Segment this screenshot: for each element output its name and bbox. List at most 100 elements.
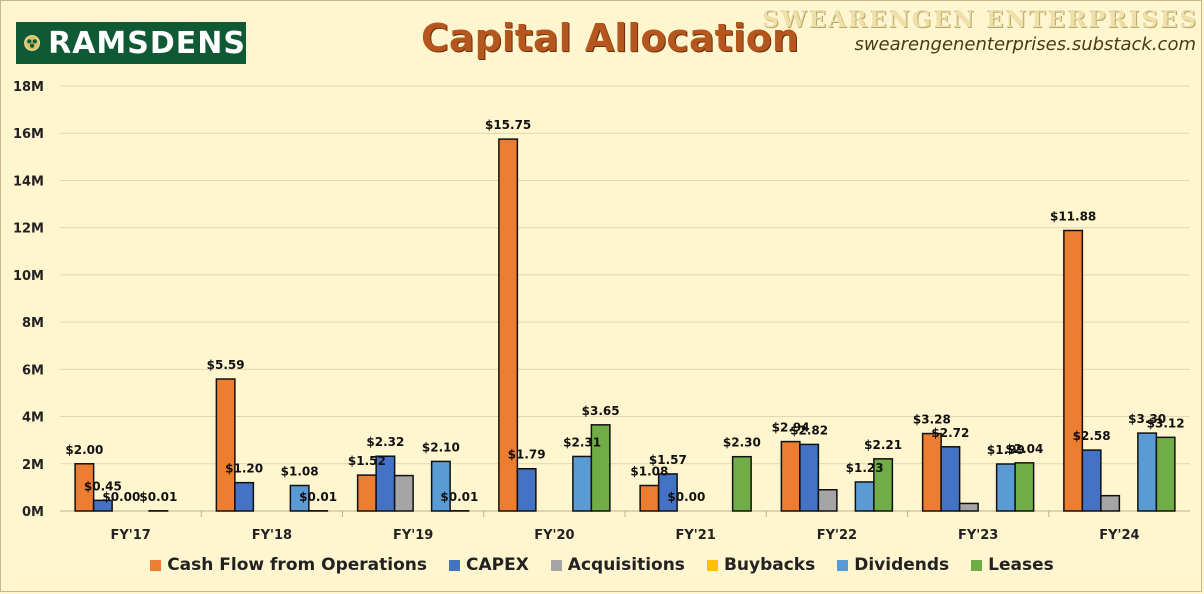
y-tick-label: 0M bbox=[22, 505, 44, 520]
bar bbox=[430, 460, 451, 512]
legend: Cash Flow from Operations CAPEX Acquisitio… bbox=[0, 555, 1204, 575]
bar bbox=[817, 489, 838, 512]
data-label: $1.23 bbox=[846, 461, 884, 475]
y-tick-label: 18M bbox=[13, 80, 44, 95]
data-label: $2.58 bbox=[1073, 429, 1111, 443]
data-label: $2.31 bbox=[563, 435, 601, 449]
brand-name: SWEARENGEN ENTERPRISES bbox=[762, 6, 1198, 33]
legend-swatch bbox=[706, 559, 718, 571]
legend-item: Acquisitions bbox=[550, 555, 685, 575]
legend-item: Buybacks bbox=[706, 555, 816, 575]
data-label: $11.88 bbox=[1050, 210, 1096, 224]
data-label: $1.20 bbox=[225, 462, 263, 476]
y-axis: 0M 2M 4M 6M 8M 10M 12M 14M 16M 18M bbox=[13, 80, 44, 520]
legend-label: Cash Flow from Operations bbox=[167, 555, 427, 575]
bar bbox=[854, 481, 875, 512]
bar bbox=[1137, 432, 1158, 512]
bar bbox=[1081, 449, 1102, 512]
x-category-label: FY'17 bbox=[110, 528, 150, 543]
data-labels: $2.00$0.45$0.00 $0.01$5.59$1.20 $1.08$0.01… bbox=[65, 118, 1184, 504]
x-category-label: FY'19 bbox=[393, 528, 433, 543]
data-label: $2.30 bbox=[723, 436, 761, 450]
y-tick-label: 6M bbox=[22, 363, 44, 378]
legend-label: Leases bbox=[988, 555, 1054, 575]
bar bbox=[731, 455, 752, 512]
data-label: $15.75 bbox=[485, 118, 531, 132]
bar bbox=[639, 484, 660, 512]
legend-item: Cash Flow from Operations bbox=[150, 555, 427, 575]
x-category-label: FY'21 bbox=[675, 528, 715, 543]
x-category-label: FY'20 bbox=[534, 528, 574, 543]
legend-item: Leases bbox=[971, 555, 1054, 575]
bar bbox=[921, 432, 942, 512]
data-label: $1.52 bbox=[348, 454, 386, 468]
data-label: $2.72 bbox=[931, 426, 969, 440]
legend-label: Acquisitions bbox=[567, 555, 685, 575]
legend-swatch bbox=[150, 559, 162, 571]
data-label: $1.79 bbox=[508, 448, 546, 462]
bar bbox=[92, 499, 113, 512]
y-tick-label: 8M bbox=[22, 316, 44, 331]
bars bbox=[74, 138, 1176, 512]
data-label: $2.21 bbox=[864, 438, 902, 452]
legend-label: Dividends bbox=[854, 555, 950, 575]
data-label: $0.45 bbox=[84, 479, 122, 493]
chart-title: Capital Allocation bbox=[421, 16, 799, 60]
data-label: $2.82 bbox=[790, 423, 828, 437]
legend-swatch bbox=[448, 559, 460, 571]
bar bbox=[1063, 229, 1084, 512]
bar bbox=[498, 138, 519, 512]
legend-swatch bbox=[837, 559, 849, 571]
legend-item: CAPEX bbox=[448, 555, 529, 575]
data-label: $3.28 bbox=[913, 413, 951, 427]
data-label: $5.59 bbox=[207, 358, 245, 372]
bar bbox=[234, 481, 255, 512]
data-label: $2.00 bbox=[65, 443, 103, 457]
data-label: $1.08 bbox=[281, 465, 319, 479]
bar bbox=[215, 378, 236, 512]
brand-url: swearengenenterprises.substack.com bbox=[854, 34, 1196, 55]
data-label: $1.08 bbox=[630, 465, 668, 479]
data-label: $2.10 bbox=[422, 440, 460, 454]
y-tick-label: 10M bbox=[13, 269, 44, 284]
data-label: $3.12 bbox=[1147, 416, 1185, 430]
bar bbox=[393, 474, 414, 512]
data-label: $2.94 bbox=[772, 421, 810, 435]
legend-swatch bbox=[971, 559, 983, 571]
x-axis: FY'17 FY'18 FY'19 FY'20 FY'21 FY'22 FY'23 FY'24 bbox=[110, 528, 1139, 543]
legend-label: Buybacks bbox=[723, 555, 816, 575]
bar bbox=[516, 467, 537, 512]
y-tick-label: 4M bbox=[22, 411, 44, 426]
y-tick-label: 14M bbox=[13, 174, 44, 189]
data-label: $2.04 bbox=[1005, 442, 1043, 456]
bar bbox=[1155, 436, 1176, 512]
y-tick-label: 16M bbox=[13, 127, 44, 142]
legend-swatch bbox=[550, 559, 562, 571]
bar bbox=[657, 473, 678, 512]
data-label: $0.00 bbox=[102, 490, 140, 504]
bar bbox=[958, 502, 979, 512]
data-label: $1.99 bbox=[987, 443, 1025, 457]
y-tick-label: 12M bbox=[13, 222, 44, 237]
x-category-label: FY'24 bbox=[1099, 528, 1139, 543]
bar bbox=[799, 443, 820, 512]
legend-item: Dividends bbox=[837, 555, 949, 575]
data-label: $1.57 bbox=[649, 453, 687, 467]
bar bbox=[74, 463, 95, 512]
ramsdens-logo: RAMSDENS bbox=[16, 22, 246, 64]
x-category-label: FY'18 bbox=[252, 528, 292, 543]
x-category-label: FY'22 bbox=[817, 528, 857, 543]
logo-emblem-icon bbox=[24, 35, 40, 51]
data-label: $3.30 bbox=[1128, 412, 1166, 426]
bar bbox=[995, 463, 1016, 512]
data-label: $3.65 bbox=[582, 404, 620, 418]
bar bbox=[1100, 494, 1121, 512]
y-tick-label: 2M bbox=[22, 458, 44, 473]
bar bbox=[1014, 462, 1035, 512]
data-label: $2.32 bbox=[366, 435, 404, 449]
bar bbox=[940, 446, 961, 512]
bar bbox=[289, 484, 310, 512]
bar bbox=[572, 455, 593, 512]
